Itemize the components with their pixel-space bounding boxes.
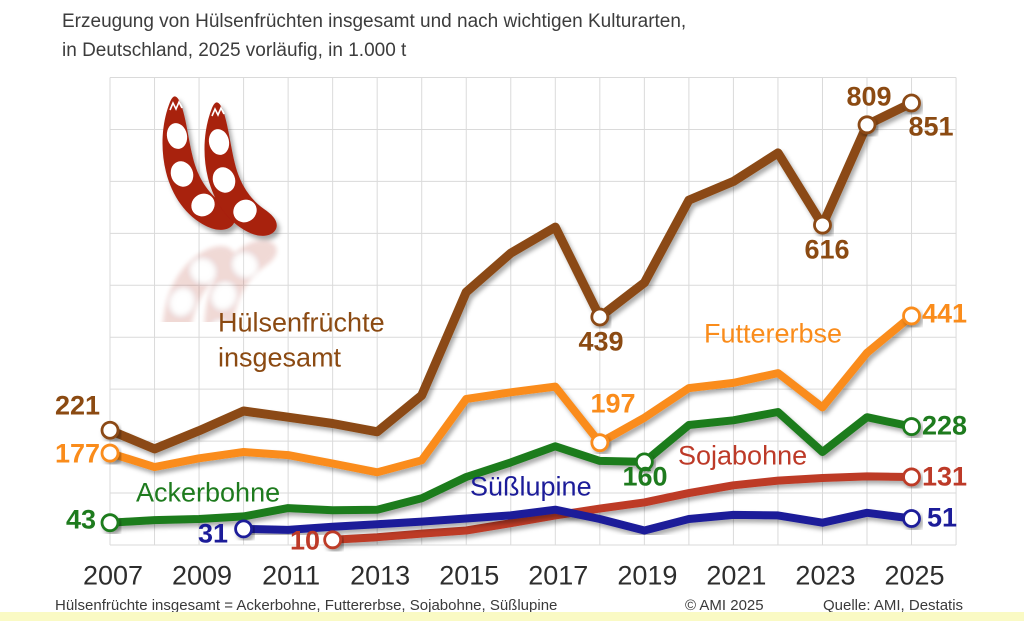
data-point-marker-futtererbse-2007	[100, 443, 120, 463]
data-point-marker-ackerbohne-2007	[100, 513, 120, 533]
series-line-sojabohne	[328, 472, 916, 544]
x-axis-tick-2013: 2013	[350, 560, 411, 591]
value-label-228: 228	[922, 410, 968, 441]
chart-title-line1: Erzeugung von Hülsenfrüchten insgesamt u…	[62, 11, 687, 32]
data-point-marker-ackerbohne-2019	[634, 452, 654, 472]
value-label-31: 31	[197, 518, 228, 549]
value-label-851: 851	[908, 111, 954, 142]
data-point-marker-futtererbse-2018	[590, 433, 610, 453]
data-point-marker-suesslupine-2010	[234, 519, 253, 539]
footnote: Hülsenfrüchte insgesamt = Ackerbohne, Fu…	[55, 597, 558, 614]
series-label: Sojabohne	[678, 440, 808, 471]
series-line-suesslupine	[239, 505, 916, 535]
data-point-marker-insgesamt-2018	[590, 307, 610, 327]
data-point-marker-suesslupine-2025	[902, 509, 921, 528]
value-label-439: 439	[578, 326, 624, 357]
series-line-futtererbse	[106, 311, 916, 477]
value-label-809: 809	[846, 81, 892, 112]
series-line-insgesamt	[105, 98, 916, 454]
value-label-131: 131	[922, 461, 968, 492]
data-point-marker-sojabohne-2012	[323, 530, 343, 550]
value-label-51: 51	[927, 502, 958, 533]
x-axis-tick-2019: 2019	[617, 560, 678, 591]
x-axis-tick-2023: 2023	[795, 560, 856, 591]
value-label-441: 441	[922, 298, 968, 329]
data-point-marker-futtererbse-2025	[902, 306, 921, 326]
value-label-177: 177	[54, 438, 100, 469]
data-point-marker-insgesamt-2024	[857, 115, 877, 135]
chart-title: Erzeugung von Hülsenfrüchten insgesamt u…	[62, 7, 686, 65]
value-label-10: 10	[289, 525, 320, 556]
series-label: Hülsenfrüchte	[218, 307, 385, 338]
source-label: Quelle: AMI, Destatis	[823, 597, 964, 614]
data-point-marker-insgesamt-2025	[902, 93, 921, 113]
series-label: Futtererbse	[704, 318, 843, 349]
bottom-accent-strip	[0, 612, 1024, 621]
data-point-marker-insgesamt-2023	[813, 215, 832, 235]
x-axis-tick-2025: 2025	[884, 560, 945, 591]
x-axis-tick-2015: 2015	[439, 560, 500, 591]
series-label: Süßlupine	[470, 471, 592, 502]
series-label: insgesamt	[218, 342, 342, 373]
chart-title-line2: in Deutschland, 2025 vorläufig, in 1.000…	[62, 40, 407, 61]
x-axis-tick-2007: 2007	[82, 560, 144, 591]
value-label-197: 197	[590, 388, 636, 419]
series-label: Ackerbohne	[136, 477, 281, 508]
series-line-ackerbohne	[106, 408, 916, 527]
value-label-43: 43	[65, 504, 96, 535]
value-label-616: 616	[804, 234, 850, 265]
data-point-marker-insgesamt-2007	[100, 420, 120, 440]
x-axis-tick-2009: 2009	[172, 560, 233, 591]
legume-pods-icon	[148, 92, 318, 322]
data-point-marker-ackerbohne-2025	[902, 417, 921, 436]
value-label-221: 221	[54, 390, 100, 421]
x-axis-tick-2011: 2011	[262, 560, 321, 591]
copyright-label: © AMI 2025	[685, 597, 764, 614]
x-axis-tick-2021: 2021	[706, 560, 767, 591]
data-point-marker-sojabohne-2025	[902, 467, 921, 487]
value-label-160: 160	[622, 461, 668, 492]
x-axis-tick-2017: 2017	[528, 560, 589, 591]
